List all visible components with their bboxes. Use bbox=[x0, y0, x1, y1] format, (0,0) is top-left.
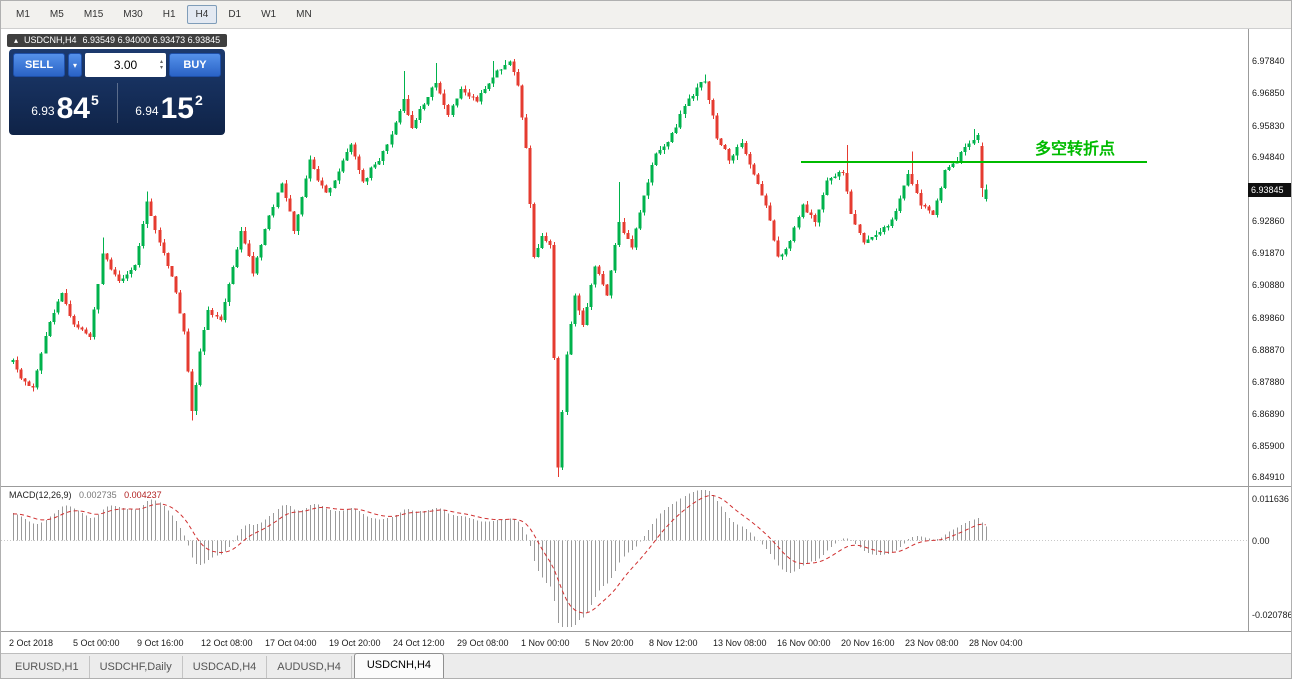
spinner-up-icon[interactable]: ▴ bbox=[159, 59, 163, 65]
macd-panel-separator[interactable] bbox=[1, 486, 1291, 487]
time-axis-label: 24 Oct 12:00 bbox=[393, 638, 445, 648]
chart-symbol-label: USDCNH,H4 bbox=[24, 35, 77, 45]
one-click-trading-panel: SELL ▾ 3.00 ▴ ▾ BUY 6.93 84 5 6.94 15 2 bbox=[9, 49, 225, 135]
price-axis-label: 6.94840 bbox=[1252, 152, 1285, 163]
price-axis-label: 6.92860 bbox=[1252, 216, 1285, 227]
bid-price[interactable]: 6.93 84 5 bbox=[13, 93, 117, 129]
sell-button[interactable]: SELL bbox=[13, 53, 65, 77]
timeframe-button-m15[interactable]: M15 bbox=[83, 9, 104, 20]
chart-tab-usdcnh-h4[interactable]: USDCNH,H4 bbox=[353, 653, 445, 678]
macd-name: MACD(12,26,9) bbox=[9, 490, 72, 500]
time-axis-label: 12 Oct 08:00 bbox=[201, 638, 253, 648]
time-axis-label: 23 Nov 08:00 bbox=[905, 638, 959, 648]
lot-size-value: 3.00 bbox=[113, 58, 138, 72]
chart-tab-eurusd-h1[interactable]: EURUSD,H1 bbox=[5, 656, 90, 678]
time-axis-label: 16 Nov 00:00 bbox=[777, 638, 831, 648]
ask-price-small: 6.94 bbox=[135, 104, 159, 118]
bid-price-small: 6.93 bbox=[31, 104, 55, 118]
timeframe-button-m1[interactable]: M1 bbox=[16, 9, 30, 20]
chevron-down-icon: ▾ bbox=[72, 60, 77, 70]
spinner-down-icon[interactable]: ▾ bbox=[159, 65, 163, 71]
time-axis[interactable]: 2 Oct 2018 5 Oct 00:00 9 Oct 16:00 12 Oct 0… bbox=[1, 631, 1291, 653]
time-axis-label: 9 Oct 16:00 bbox=[137, 638, 184, 648]
time-axis-label: 5 Oct 00:00 bbox=[73, 638, 120, 648]
candles-layer bbox=[11, 59, 988, 478]
timeframe-button-d1[interactable]: D1 bbox=[228, 9, 242, 20]
collapse-one-click-icon[interactable]: ▴ bbox=[14, 36, 19, 45]
candlestick-chart[interactable] bbox=[1, 29, 1248, 631]
price-axis-label: 6.91870 bbox=[1252, 248, 1285, 259]
timeframe-button-h1[interactable]: H1 bbox=[162, 9, 176, 20]
time-axis-label: 17 Oct 04:00 bbox=[265, 638, 317, 648]
time-axis-label: 20 Nov 16:00 bbox=[841, 638, 895, 648]
time-axis-label: 13 Nov 08:00 bbox=[713, 638, 767, 648]
macd-histogram bbox=[13, 490, 987, 627]
macd-indicator-label: MACD(12,26,9) 0.002735 0.004237 bbox=[9, 490, 162, 500]
price-axis-label: 6.95830 bbox=[1252, 120, 1285, 131]
time-axis-label: 2 Oct 2018 bbox=[9, 638, 54, 648]
price-axis-label: 6.85900 bbox=[1252, 440, 1285, 451]
chart-ohlc-values: 6.93549 6.94000 6.93473 6.93845 bbox=[82, 35, 221, 45]
current-price-tag: 6.93845 bbox=[1248, 182, 1291, 197]
time-axis-label: 1 Nov 00:00 bbox=[521, 638, 570, 648]
price-axis-label: 6.96850 bbox=[1252, 87, 1285, 98]
time-axis-label: 19 Oct 20:00 bbox=[329, 638, 381, 648]
timeframe-button-m30[interactable]: M30 bbox=[123, 9, 143, 20]
timeframe-button-mn[interactable]: MN bbox=[296, 9, 312, 20]
timeframe-button-m5[interactable]: M5 bbox=[49, 9, 64, 20]
bid-price-sup: 5 bbox=[90, 92, 99, 108]
lot-spinner[interactable]: ▴ ▾ bbox=[160, 59, 163, 71]
timeframe-toolbar: M1 M5 M15 M30 H1 H4 D1 W1 MN bbox=[1, 1, 1291, 29]
bid-ask-row: 6.93 84 5 6.94 15 2 bbox=[13, 77, 221, 129]
ask-price-sup: 2 bbox=[194, 92, 203, 108]
timeframe-button-w1[interactable]: W1 bbox=[261, 9, 277, 20]
bid-price-big: 84 bbox=[56, 91, 90, 125]
price-axis-label: 6.90880 bbox=[1252, 280, 1285, 291]
price-axis-label: 6.87880 bbox=[1252, 376, 1285, 387]
macd-signal-line bbox=[12, 494, 986, 614]
price-axis-label: 6.97840 bbox=[1252, 55, 1285, 66]
time-axis-label: 29 Oct 08:00 bbox=[457, 638, 509, 648]
price-axis-label: 6.89860 bbox=[1252, 312, 1285, 323]
macd-axis-label: 0.00 bbox=[1252, 535, 1270, 546]
timeframe-button-h4[interactable]: H4 bbox=[186, 5, 218, 24]
trade-controls-row: SELL ▾ 3.00 ▴ ▾ BUY bbox=[13, 53, 221, 77]
time-axis-label: 8 Nov 12:00 bbox=[649, 638, 698, 648]
lot-size-field[interactable]: 3.00 ▴ ▾ bbox=[85, 53, 166, 77]
ask-price[interactable]: 6.94 15 2 bbox=[117, 93, 221, 129]
chart-symbol-header: ▴ USDCNH,H4 6.93549 6.94000 6.93473 6.93… bbox=[7, 34, 228, 47]
price-axis-label: 6.86890 bbox=[1252, 408, 1285, 419]
chart-tab-audusd-h4[interactable]: AUDUSD,H4 bbox=[267, 656, 352, 678]
chart-tab-bar: EURUSD,H1 USDCHF,Daily USDCAD,H4 AUDUSD,H4 U… bbox=[1, 653, 1291, 678]
price-axis-label: 6.88870 bbox=[1252, 344, 1285, 355]
buy-button[interactable]: BUY bbox=[169, 53, 221, 77]
time-axis-label: 5 Nov 20:00 bbox=[585, 638, 634, 648]
chart-tab-usdcad-h4[interactable]: USDCAD,H4 bbox=[183, 656, 268, 678]
macd-axis-label: 0.011636 bbox=[1252, 493, 1289, 504]
macd-signal-value: 0.004237 bbox=[124, 490, 162, 500]
panel-divider bbox=[117, 83, 118, 123]
chart-tab-usdchf-daily[interactable]: USDCHF,Daily bbox=[90, 656, 183, 678]
macd-axis-label: -0.020786 bbox=[1252, 610, 1292, 621]
time-axis-label: 28 Nov 04:00 bbox=[969, 638, 1023, 648]
price-axis[interactable]: 6.97840 6.96850 6.95830 6.94840 6.92860 6.918… bbox=[1248, 29, 1292, 631]
lot-dropdown-button[interactable]: ▾ bbox=[68, 53, 82, 77]
ask-price-big: 15 bbox=[160, 91, 194, 125]
macd-main-value: 0.002735 bbox=[79, 490, 117, 500]
price-axis-label: 6.84910 bbox=[1252, 472, 1285, 483]
trend-annotation-text: 多空转折点 bbox=[1035, 141, 1116, 158]
